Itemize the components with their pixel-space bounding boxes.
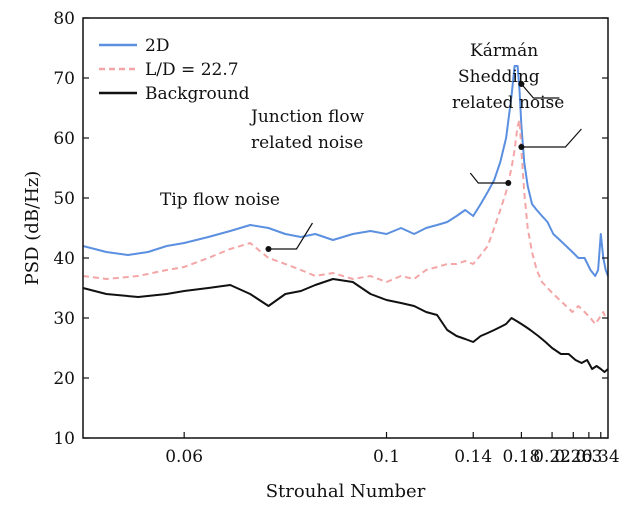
annotation-junction-flow: Junction flow related noise xyxy=(249,107,512,186)
legend-label-2d: 2D xyxy=(145,36,169,56)
legend-label-background: Background xyxy=(145,84,250,104)
annotation-tip-leader xyxy=(268,222,313,250)
series-layer xyxy=(82,65,609,373)
annotation-tip-flow: Tip flow noise xyxy=(160,190,313,252)
annotation-karman-shedding: Kármán Shedding related noise xyxy=(452,41,564,113)
annotation-secondary-peak xyxy=(518,128,582,150)
annotation-secondary-leader xyxy=(521,128,582,148)
y-tick-label: 40 xyxy=(53,249,75,269)
x-tick-label: 0.06 xyxy=(165,447,203,467)
series-line-2d xyxy=(82,65,609,277)
plot-frame xyxy=(82,17,609,439)
legend-label-ld: L/D = 22.7 xyxy=(145,60,239,80)
x-tick-label: 0.26 xyxy=(554,447,592,467)
annotation-karman-line-1: Kármán xyxy=(470,41,538,61)
annotation-karman-line-2: Shedding xyxy=(458,67,540,87)
y-tick-label: 70 xyxy=(53,69,75,89)
x-tick-label: 0.34 xyxy=(582,447,620,467)
labels-layer: 0.06 0.1 0.14 0.180.220.260.30.34 10 20 30 40 50… xyxy=(53,9,619,467)
annotation-junction-line-2: related noise xyxy=(251,133,363,153)
x-tick-label: 0.22 xyxy=(533,447,571,467)
y-axis-label: PSD (dB/Hz) xyxy=(22,171,43,286)
y-tick-label: 20 xyxy=(53,369,75,389)
y-tick-label: 60 xyxy=(53,129,75,149)
legend: 2D L/D = 22.7 Background xyxy=(99,36,250,104)
y-tick-label: 80 xyxy=(53,9,75,29)
series-line-background xyxy=(82,278,609,373)
annotation-tip-line-1: Tip flow noise xyxy=(160,190,280,210)
y-tick-label: 10 xyxy=(53,429,75,449)
y-tick-label: 30 xyxy=(53,309,75,329)
y-tick-label: 50 xyxy=(53,189,75,209)
annotation-junction-leader xyxy=(469,172,509,184)
x-axis-label: Strouhal Number xyxy=(266,481,426,502)
annotation-junction-line-1: Junction flow xyxy=(249,107,365,127)
x-tick-label: 0.1 xyxy=(373,447,400,467)
annotation-karman-line-3: related noise xyxy=(452,93,564,113)
annotation-karman-leader xyxy=(520,83,560,99)
ticks-layer xyxy=(83,17,608,439)
x-tick-label: 0.14 xyxy=(454,447,492,467)
series-line-ld-22-7 xyxy=(82,119,608,325)
x-tick-label: 0.18 xyxy=(502,447,540,467)
x-tick-label: 0.3 xyxy=(575,447,602,467)
